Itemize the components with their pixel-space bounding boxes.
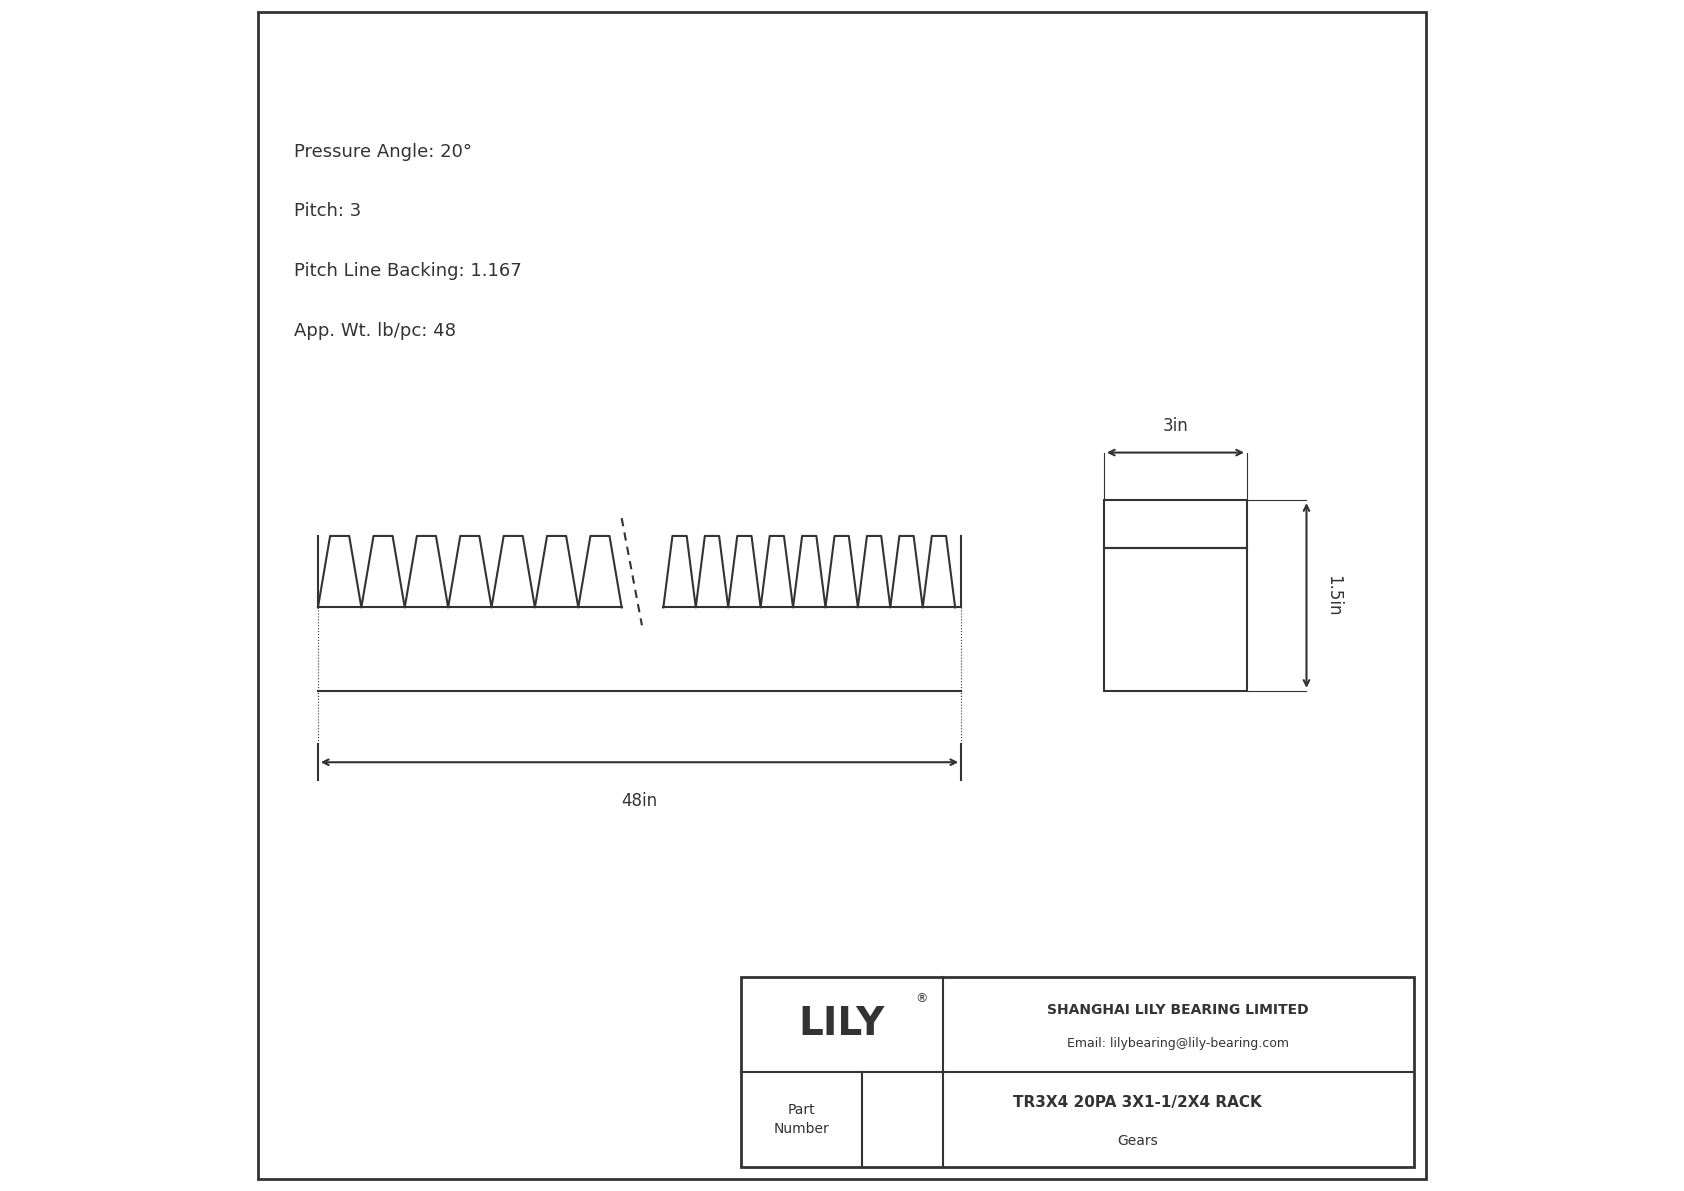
Text: ®: ® [916,992,928,1004]
Text: Pitch Line Backing: 1.167: Pitch Line Backing: 1.167 [295,262,522,280]
Text: TR3X4 20PA 3X1-1/2X4 RACK: TR3X4 20PA 3X1-1/2X4 RACK [1014,1095,1263,1110]
Text: Email: lilybearing@lily-bearing.com: Email: lilybearing@lily-bearing.com [1068,1037,1290,1049]
Text: Pitch: 3: Pitch: 3 [295,202,362,220]
Text: Part
Number: Part Number [773,1103,829,1136]
Text: 3in: 3in [1162,417,1189,435]
Text: Pressure Angle: 20°: Pressure Angle: 20° [295,143,472,161]
Text: LILY: LILY [798,1005,884,1043]
Bar [1105,500,1246,548]
Bar [741,977,1413,1167]
Text: App. Wt. lb/pc: 48: App. Wt. lb/pc: 48 [295,322,456,339]
Text: 1.5in: 1.5in [1324,575,1342,616]
Text: Gears: Gears [1118,1134,1159,1147]
Text: SHANGHAI LILY BEARING LIMITED: SHANGHAI LILY BEARING LIMITED [1047,1003,1308,1017]
Bar [1105,548,1246,691]
Text: 48in: 48in [621,792,657,810]
